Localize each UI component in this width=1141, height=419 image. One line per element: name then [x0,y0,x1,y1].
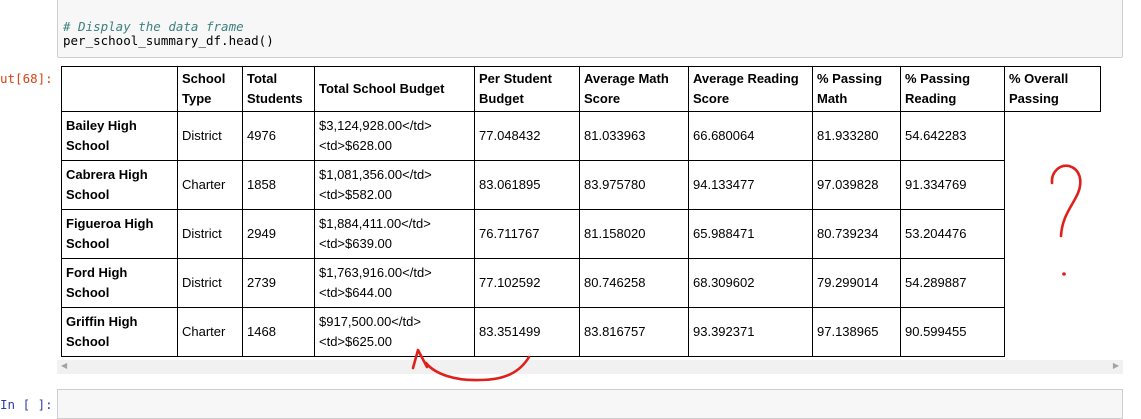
input-prompt: In [ ]: [0,397,53,412]
cell-total-students: 1858 [242,160,315,210]
output-area: School Type Total Students Total School … [57,62,1123,376]
cell-per-student-budget: 77.102592 [474,258,580,308]
budget-line-2: <td>$644.00 [319,285,393,300]
column-header-per-student-budget: Per Student Budget [474,66,580,112]
table-row: Cabrera High School Charter 1858 $1,081,… [61,160,1101,210]
empty-input-cell[interactable] [57,389,1123,419]
cell-total-school-budget: $1,884,411.00</td> <td>$639.00 [314,209,475,259]
column-header-average-reading-score: Average Reading Score [688,66,813,112]
cell-per-student-budget: 77.048432 [474,111,580,161]
budget-line-1: $1,763,916.00</td> [319,265,432,280]
cell-school-type: District [177,209,243,259]
cell-total-school-budget: $1,763,916.00</td> <td>$644.00 [314,258,475,308]
cell-average-reading-score: 68.309602 [688,258,813,308]
cell-average-math-score: 83.816757 [579,307,689,357]
cell-per-student-budget: 83.061895 [474,160,580,210]
column-header-school-type: School Type [177,66,243,112]
cell-total-students: 2739 [242,258,315,308]
cell-average-reading-score: 94.133477 [688,160,813,210]
row-index-school: Bailey High School [61,111,178,161]
cell-average-reading-score: 65.988471 [688,209,813,259]
table-row: Griffin High School Charter 1468 $917,50… [61,307,1101,357]
budget-line-1: $1,884,411.00</td> [319,216,431,231]
column-header-passing-math: % Passing Math [812,66,901,112]
cell-passing-reading: 54.642283 [900,111,1005,161]
column-header-passing-reading: % Passing Reading [900,66,1005,112]
dataframe-table: School Type Total Students Total School … [61,66,1101,357]
cell-passing-reading: 90.599455 [900,307,1005,357]
cell-passing-math: 97.039828 [812,160,901,210]
cell-average-reading-score: 66.680064 [688,111,813,161]
cell-passing-math: 97.138965 [812,307,901,357]
cell-passing-math: 80.739234 [812,209,901,259]
cell-passing-math: 79.299014 [812,258,901,308]
table-row: Bailey High School District 4976 $3,124,… [61,111,1101,161]
cell-total-school-budget: $3,124,928.00</td> <td>$628.00 [314,111,475,161]
cell-school-type: District [177,111,243,161]
index-header [61,66,178,112]
cell-passing-math: 81.933280 [812,111,901,161]
cell-average-math-score: 81.033963 [579,111,689,161]
cell-total-school-budget: $1,081,356.00</td> <td>$582.00 [314,160,475,210]
budget-line-1: $3,124,928.00</td> [319,118,432,133]
row-index-school: Cabrera High School [61,160,178,210]
column-header-total-students: Total Students [242,66,315,112]
budget-line-2: <td>$625.00 [319,334,393,349]
row-index-school: Ford High School [61,258,178,308]
scroll-left-arrow-icon[interactable]: ◀ [61,361,68,370]
table-row: Figueroa High School District 2949 $1,88… [61,209,1101,259]
cell-total-students: 4976 [242,111,315,161]
code-comment: # Display the data frame [63,19,244,34]
table-header-row: School Type Total Students Total School … [61,66,1101,112]
cell-total-school-budget: $917,500.00</td> <td>$625.00 [314,307,475,357]
output-prompt: ut[68]: [0,71,53,86]
code-line: per_school_summary_df.head() [63,33,274,48]
scroll-right-arrow-icon[interactable]: ▶ [1112,361,1119,370]
column-header-average-math-score: Average Math Score [579,66,689,112]
cell-school-type: Charter [177,160,243,210]
budget-line-1: $917,500.00</td> [319,314,421,329]
cell-passing-reading: 91.334769 [900,160,1005,210]
column-header-overall-passing: % Overall Passing [1004,66,1101,112]
column-header-total-school-budget: Total School Budget [314,66,475,112]
cell-per-student-budget: 76.711767 [474,209,580,259]
cell-passing-reading: 53.204476 [900,209,1005,259]
cell-total-students: 1468 [242,307,315,357]
cell-school-type: District [177,258,243,308]
budget-line-2: <td>$582.00 [319,187,393,202]
budget-line-2: <td>$639.00 [319,236,393,251]
cell-passing-reading: 54.289887 [900,258,1005,308]
table-row: Ford High School District 2739 $1,763,91… [61,258,1101,308]
horizontal-scrollbar[interactable]: ◀ ▶ [57,360,1123,374]
budget-line-1: $1,081,356.00</td> [319,167,432,182]
row-index-school: Griffin High School [61,307,178,357]
cell-average-math-score: 83.975780 [579,160,689,210]
cell-total-students: 2949 [242,209,315,259]
budget-line-2: <td>$628.00 [319,138,393,153]
cell-average-math-score: 80.746258 [579,258,689,308]
cell-school-type: Charter [177,307,243,357]
cell-per-student-budget: 83.351499 [474,307,580,357]
row-index-school: Figueroa High School [61,209,178,259]
cell-average-math-score: 81.158020 [579,209,689,259]
cell-average-reading-score: 93.392371 [688,307,813,357]
code-cell[interactable]: # Display the data frame per_school_summ… [57,0,1123,58]
